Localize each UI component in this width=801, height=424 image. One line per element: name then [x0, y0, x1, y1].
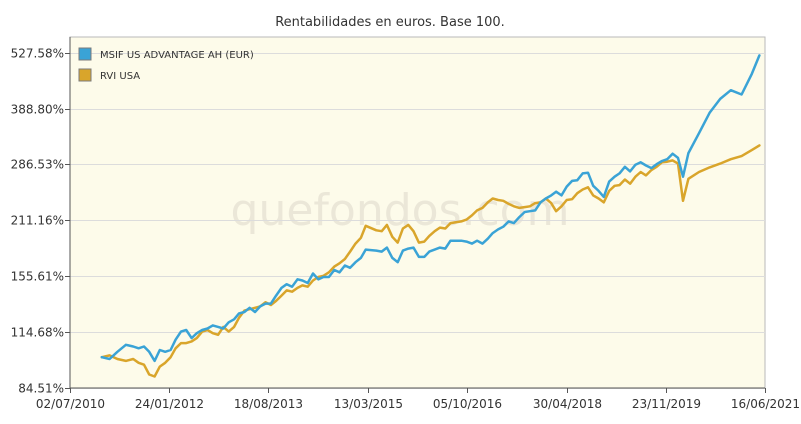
series-line	[100, 54, 761, 363]
x-tick-label: 24/01/2012	[135, 397, 204, 411]
x-tick-label: 18/08/2013	[234, 397, 303, 411]
y-tick-label: 114.68%	[11, 326, 64, 340]
legend-swatch	[78, 68, 92, 82]
y-tick-label: 84.51%	[18, 382, 64, 396]
series-lines	[100, 54, 761, 378]
x-tick-label: 30/04/2018	[533, 397, 602, 411]
y-tick-label: 388.80%	[11, 103, 64, 117]
legend: MSIF US ADVANTAGE AH (EUR) RVI USA	[78, 47, 254, 82]
legend-label: RVI USA	[100, 71, 140, 82]
y-tick-label: 527.58%	[11, 47, 64, 61]
x-tick-label: 13/03/2015	[334, 397, 403, 411]
x-tick-label: 16/06/2021	[731, 397, 800, 411]
legend-swatch	[78, 47, 92, 61]
y-tick-label: 286.53%	[11, 158, 64, 172]
watermark: quefondos.com	[231, 185, 570, 236]
x-tick-label: 02/07/2010	[36, 397, 105, 411]
chart-title: Rentabilidades en euros. Base 100.	[275, 15, 505, 30]
series-line	[100, 144, 761, 378]
x-tick-label: 05/10/2016	[433, 397, 502, 411]
x-axis: 02/07/2010 24/01/2012 18/08/2013 13/03/2015…	[36, 387, 800, 411]
y-axis: 84.51% 114.68% 155.61% 211.16% 286.53% 388.80…	[11, 37, 71, 396]
y-tick-label: 155.61%	[11, 270, 64, 284]
y-tick-label: 211.16%	[11, 214, 64, 228]
x-tick-label: 23/11/2019	[632, 397, 701, 411]
legend-label: MSIF US ADVANTAGE AH (EUR)	[100, 50, 254, 61]
